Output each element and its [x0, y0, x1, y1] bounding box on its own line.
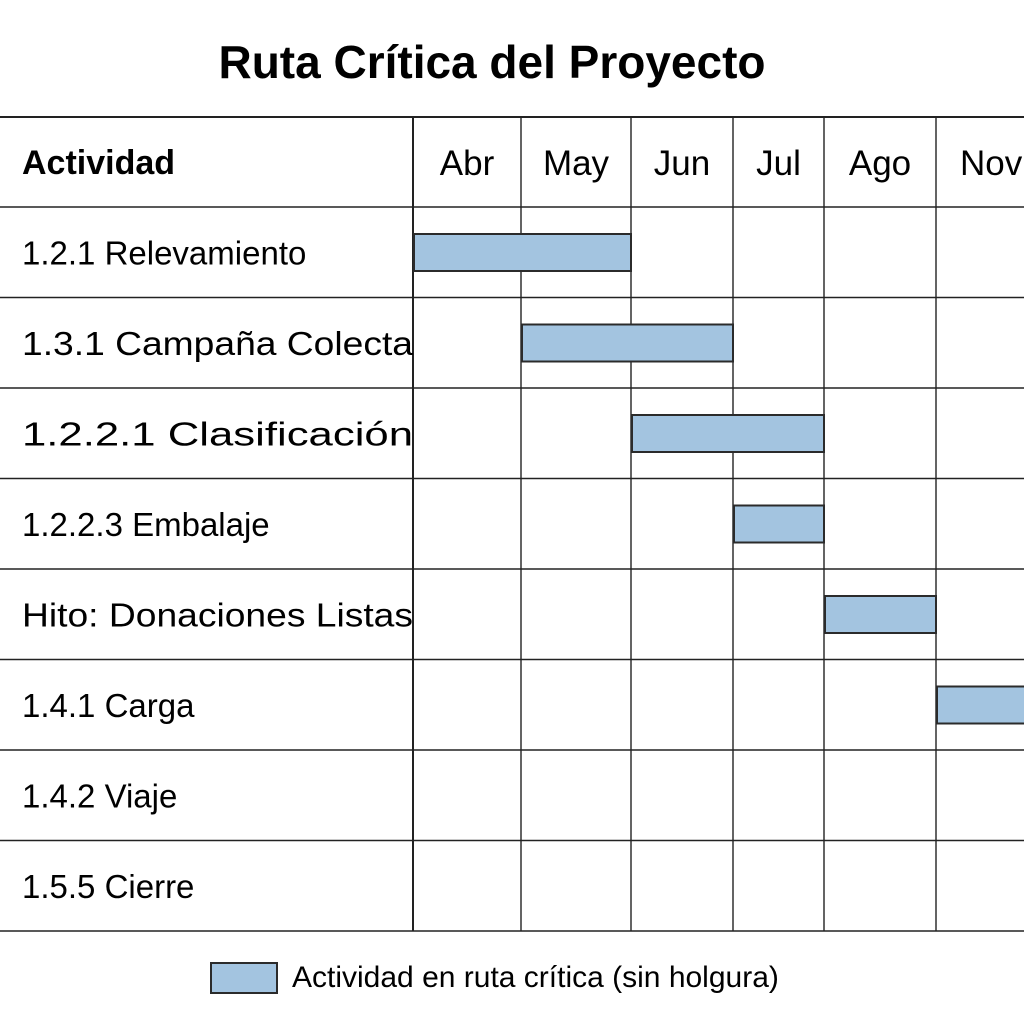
task-label: 1.2.1 Relevamiento	[22, 234, 306, 271]
task-label: 1.4.2 Viaje	[22, 777, 177, 814]
legend: Actividad en ruta crítica (sin holgura)	[210, 960, 779, 996]
task-label: Hito: Donaciones Listas	[22, 596, 413, 633]
month-header: Abr	[440, 144, 495, 183]
gantt-chart: Actividad Abr May Jun Jul Ago Nov 1.2.1 Relevam…	[0, 116, 1024, 932]
task-label: 1.3.1 Campaña Colecta	[22, 325, 414, 362]
chart-title: Ruta Crítica del Proyecto	[218, 36, 766, 88]
task-label: 1.2.2.1 Clasificación	[22, 415, 413, 452]
column-header-activity: Actividad	[22, 144, 175, 182]
task-bar	[733, 504, 825, 544]
task-bar	[824, 595, 937, 634]
task-label: 1.4.1 Carga	[22, 687, 195, 724]
task-bar	[413, 233, 632, 272]
task-label: 1.5.5 Cierre	[22, 868, 194, 905]
task-label: 1.2.2.3 Embalaje	[22, 506, 270, 543]
month-header: Ago	[849, 144, 911, 183]
task-bar	[936, 685, 1024, 725]
month-header: Jul	[756, 144, 801, 183]
legend-label: Actividad en ruta crítica (sin holgura)	[292, 961, 779, 994]
task-bar	[521, 323, 734, 363]
legend-swatch	[210, 962, 278, 994]
task-bar	[631, 414, 825, 453]
month-header: Jun	[654, 144, 710, 183]
month-header: May	[543, 144, 610, 183]
month-header: Nov	[960, 144, 1023, 183]
